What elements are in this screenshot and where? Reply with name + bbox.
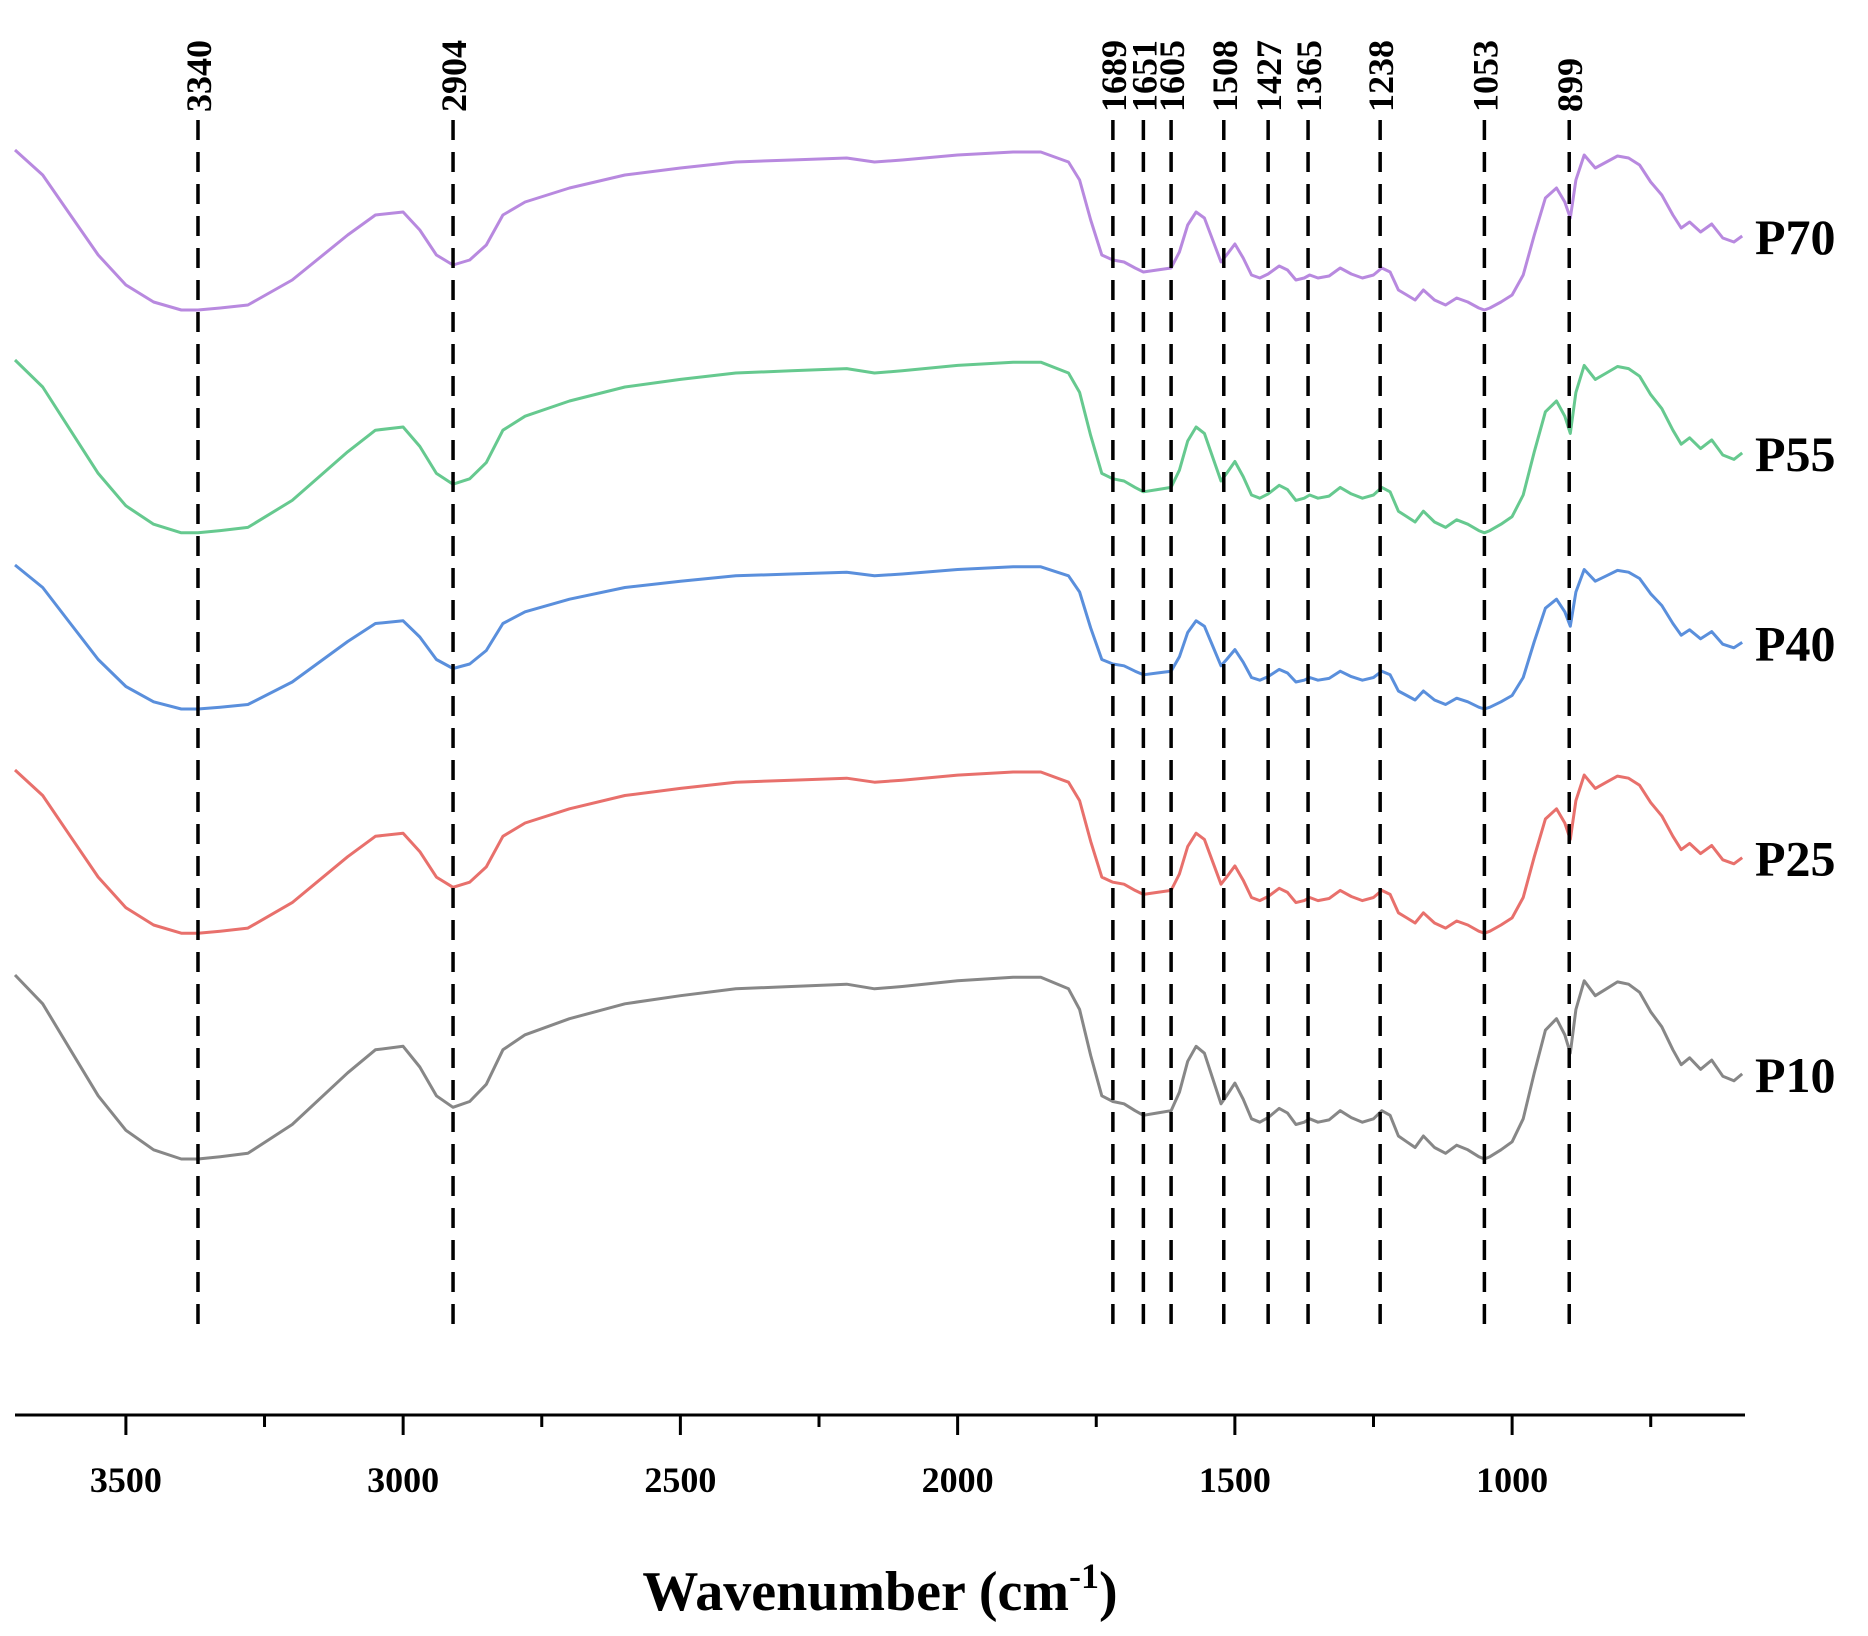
- x-axis: 3500 3000 2500 2000 1500 1000: [15, 1413, 1745, 1500]
- peak-label-1427: 1427: [1249, 40, 1289, 112]
- spectrum-p55: [13, 358, 1744, 535]
- peak-label-1053: 1053: [1465, 40, 1505, 112]
- series-label-p55: P55: [1755, 426, 1836, 482]
- x-tick-label-2500: 2500: [644, 1460, 716, 1500]
- x-tick-label-2000: 2000: [922, 1460, 994, 1500]
- x-tick-label-3000: 3000: [367, 1460, 439, 1500]
- peak-label-3340: 3340: [179, 40, 219, 112]
- peak-label-1689: 1689: [1094, 40, 1134, 112]
- series-label-p10: P10: [1755, 1047, 1836, 1103]
- peak-label-1651: 1651: [1124, 40, 1164, 112]
- peak-label-1605: 1605: [1152, 40, 1192, 112]
- series-labels: P70 P55 P40 P25 P10: [1755, 209, 1836, 1103]
- peak-label-2904: 2904: [434, 40, 474, 112]
- x-tick-label-1000: 1000: [1476, 1460, 1548, 1500]
- x-axis-title: Wavenumber (cm-1): [642, 1556, 1117, 1623]
- spectrum-p40: [14, 563, 1744, 711]
- x-tick-label-1500: 1500: [1199, 1460, 1271, 1500]
- series-label-p25: P25: [1755, 831, 1836, 887]
- series-label-p70: P70: [1755, 209, 1836, 265]
- peak-label-1365: 1365: [1289, 40, 1329, 112]
- peak-label-1238: 1238: [1361, 40, 1401, 112]
- series-label-p40: P40: [1755, 615, 1836, 671]
- peak-label-899: 899: [1550, 58, 1590, 112]
- spectra-group: [13, 148, 1744, 1161]
- x-tick-label-3500: 3500: [90, 1460, 162, 1500]
- peak-label-1508: 1508: [1205, 40, 1245, 112]
